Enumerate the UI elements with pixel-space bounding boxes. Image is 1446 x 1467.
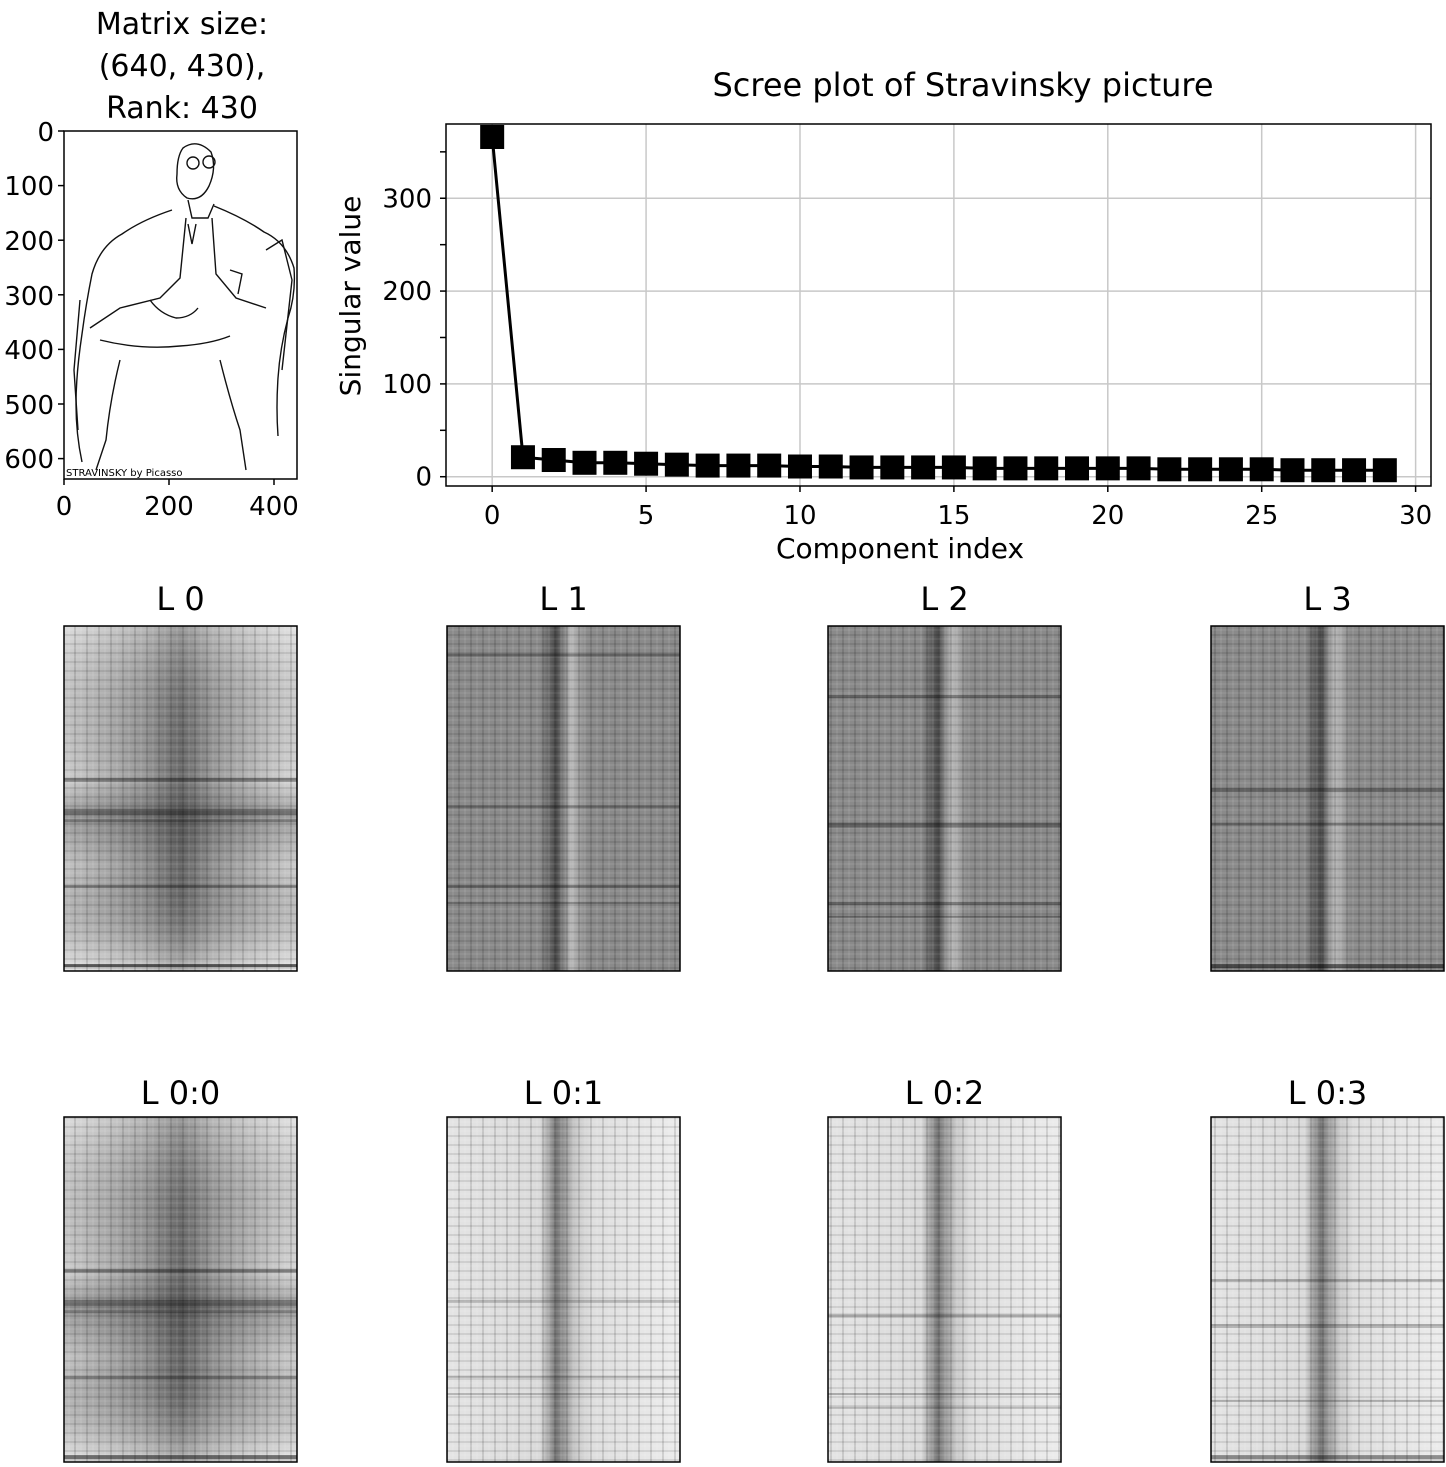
layer-image-3 (1210, 625, 1445, 972)
layer-image-2 (827, 625, 1062, 972)
data-point-marker (849, 455, 874, 480)
data-point-marker (1126, 456, 1151, 481)
data-point-marker (1218, 457, 1243, 482)
cumulative-image-2 (827, 1116, 1062, 1463)
data-point-marker (880, 455, 905, 480)
data-point-marker (541, 448, 566, 473)
y-tick-label: 0 (415, 463, 432, 493)
data-point-marker (1372, 458, 1397, 483)
matrix-image-panel: Matrix size: (640, 430), Rank: 430 STRAV… (4, 7, 299, 522)
cumulative-panels: L 0:0 L 0:1 L 0:2 L 0:3 (63, 1074, 1445, 1463)
data-point-marker (911, 455, 936, 480)
data-point-marker (726, 453, 751, 478)
data-point-marker (634, 451, 659, 476)
cumulative-title-2: L 0:2 (905, 1074, 985, 1112)
scree-plot: Scree plot of Stravinsky picture 0 5 10 15 2… (334, 66, 1432, 565)
x-axis-label: Component index (776, 532, 1024, 565)
matrix-title-line-1: Matrix size: (96, 7, 268, 42)
data-point-marker (664, 452, 689, 477)
data-point-marker (1188, 457, 1213, 482)
y-tick-label: 100 (382, 370, 432, 400)
cumulative-title-1: L 0:1 (524, 1074, 604, 1112)
data-point-marker (480, 124, 505, 149)
x-tick-label: 20 (1091, 501, 1124, 531)
data-point-marker (1280, 458, 1305, 483)
data-point-marker (1342, 458, 1367, 483)
cumulative-title-3: L 0:3 (1288, 1074, 1368, 1112)
matrix-y-tick: 200 (4, 227, 54, 257)
matrix-y-tick: 500 (4, 391, 54, 421)
y-tick-label: 300 (382, 184, 432, 214)
chart-title: Scree plot of Stravinsky picture (712, 66, 1213, 104)
matrix-title-line-2: (640, 430), (99, 49, 266, 84)
data-point-marker (941, 455, 966, 480)
matrix-y-axis: 0 100 200 300 400 500 600 (4, 118, 64, 475)
matrix-x-axis: 0 200 400 (56, 479, 299, 522)
matrix-y-tick: 0 (37, 118, 54, 148)
layer-title-2: L 2 (920, 580, 968, 618)
y-tick-label: 200 (382, 277, 432, 307)
data-point-marker (787, 454, 812, 479)
data-point-marker (695, 453, 720, 478)
drawing-caption: STRAVINSKY by Picasso (66, 468, 183, 479)
data-point-marker (1065, 456, 1090, 481)
scree-points (480, 124, 1397, 483)
cumulative-image-3 (1210, 1116, 1445, 1463)
layer-title-3: L 3 (1303, 580, 1351, 618)
layer-panels: L 0 L 1 L 2 L 3 (63, 580, 1445, 972)
data-point-marker (757, 453, 782, 478)
matrix-y-tick: 300 (4, 282, 54, 312)
cumulative-title-0: L 0:0 (141, 1074, 221, 1112)
data-point-marker (1095, 456, 1120, 481)
data-point-marker (1034, 456, 1059, 481)
matrix-x-tick: 0 (56, 492, 73, 522)
y-axis-label: Singular value (334, 196, 367, 397)
layer-image-1 (446, 625, 681, 972)
layer-title-0: L 0 (156, 580, 204, 618)
plot-frame (445, 123, 1432, 487)
data-point-marker (572, 450, 597, 475)
layer-title-1: L 1 (539, 580, 587, 618)
stravinsky-drawing-frame (63, 130, 298, 480)
x-tick-label: 15 (937, 501, 970, 531)
data-point-marker (1157, 457, 1182, 482)
data-point-marker (1249, 457, 1274, 482)
data-point-marker (1311, 458, 1336, 483)
cumulative-image-0 (63, 1116, 298, 1463)
x-tick-label: 30 (1399, 501, 1432, 531)
cumulative-image-1 (446, 1116, 681, 1463)
x-tick-label: 25 (1245, 501, 1278, 531)
cumulative-row: L 0:0 L 0:1 L 0:2 L 0:3 (0, 1062, 1446, 1467)
layer-image-0 (63, 625, 298, 972)
matrix-x-tick: 400 (249, 492, 299, 522)
layer-row: L 0 L 1 L 2 L 3 (0, 570, 1446, 990)
matrix-title-line-3: Rank: 430 (106, 91, 258, 126)
data-point-marker (972, 456, 997, 481)
stravinsky-portrait-sketch (73, 143, 296, 471)
data-point-marker (603, 450, 628, 475)
matrix-x-tick: 200 (144, 492, 194, 522)
x-tick-label: 0 (484, 501, 501, 531)
data-point-marker (818, 454, 843, 479)
data-point-marker (510, 445, 535, 470)
scree-grid (446, 124, 1431, 486)
x-tick-label: 5 (638, 501, 655, 531)
data-point-marker (1003, 456, 1028, 481)
matrix-y-tick: 100 (4, 172, 54, 202)
series-line (490, 136, 1385, 472)
matrix-y-tick: 400 (4, 336, 54, 366)
matrix-y-tick: 600 (4, 445, 54, 475)
x-tick-label: 10 (783, 501, 816, 531)
